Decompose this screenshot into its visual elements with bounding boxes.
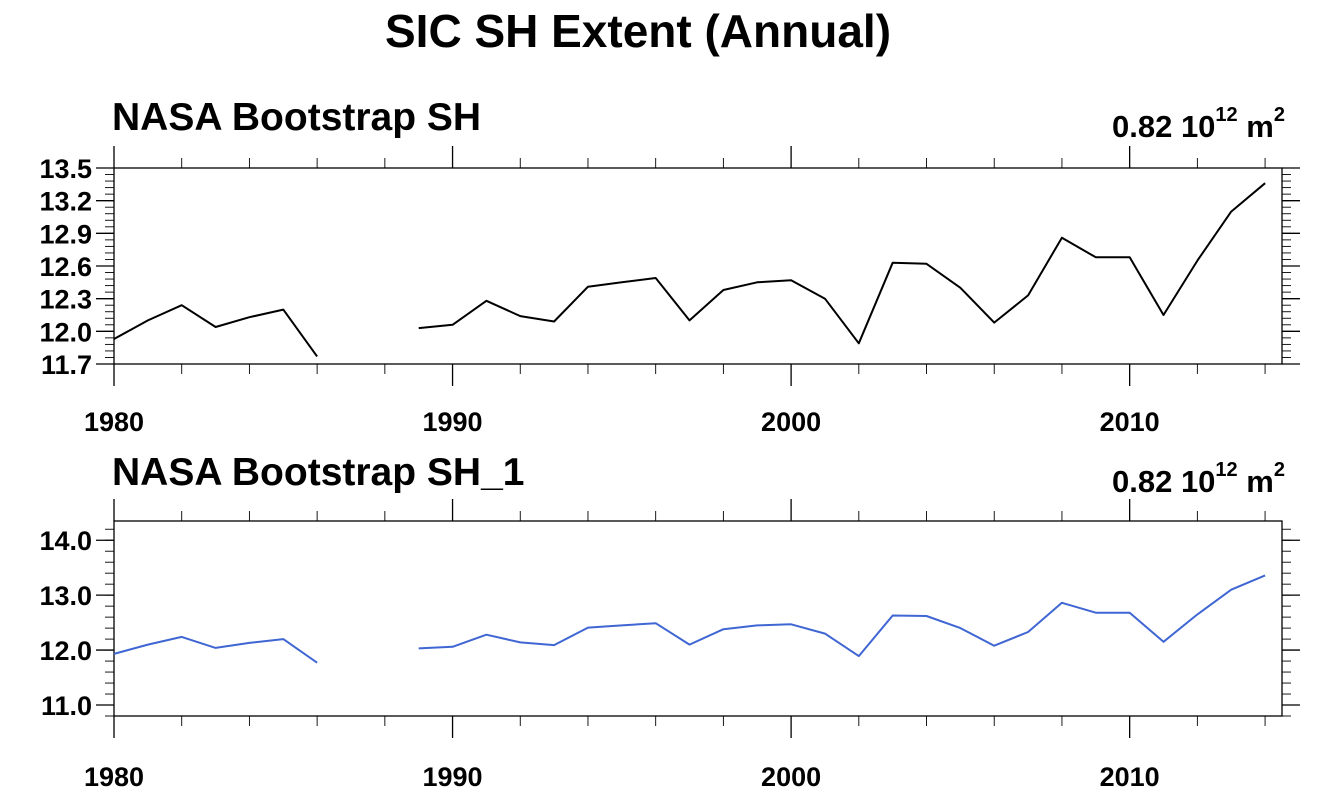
y-tick-label: 12.3 [39, 285, 92, 315]
panel-bottom: NASA Bootstrap SH_1 0.82 1012 m2 1980 199… [39, 451, 1300, 792]
units-base: 10 [1181, 464, 1215, 499]
units-unit: m [1246, 109, 1274, 144]
units-value: 0.82 [1112, 109, 1172, 144]
series-line [418, 182, 1266, 345]
units-unit: m [1246, 464, 1274, 499]
x-tick-label: 2010 [1100, 762, 1160, 792]
series-line [113, 635, 318, 664]
units-unit-exponent: 2 [1274, 104, 1285, 126]
y-tick-label: 13.5 [39, 154, 92, 184]
x-tick-label: 1990 [423, 407, 483, 437]
x-tick-label: 2000 [761, 762, 821, 792]
y-tick-label: 14.0 [39, 526, 92, 556]
panel-title: NASA Bootstrap SH_1 [112, 451, 524, 494]
units-unit-exponent: 2 [1274, 459, 1285, 481]
x-tick-label: 1990 [423, 762, 483, 792]
x-tick-label: 1980 [84, 407, 144, 437]
plot-frame [113, 167, 1283, 365]
units-exponent: 12 [1215, 104, 1237, 126]
y-tick-label: 12.0 [39, 636, 92, 666]
units-annotation: 0.82 1012 m2 [1112, 104, 1285, 144]
units-exponent: 12 [1215, 459, 1237, 481]
y-tick-label: 12.6 [39, 252, 92, 282]
x-tick-label: 2000 [761, 407, 821, 437]
y-tick-label: 11.7 [41, 350, 92, 380]
plot-frame [113, 520, 1283, 717]
x-tick-label: 1980 [84, 762, 144, 792]
series-line [418, 574, 1266, 658]
x-tick-label: 2010 [1100, 407, 1160, 437]
units-base: 10 [1181, 109, 1215, 144]
main-title: SIC SH Extent (Annual) [385, 5, 891, 57]
units-value: 0.82 [1112, 464, 1172, 499]
y-tick-label: 13.2 [39, 187, 92, 217]
units-annotation: 0.82 1012 m2 [1112, 459, 1285, 499]
y-tick-label: 11.0 [41, 691, 92, 721]
y-tick-label: 12.9 [39, 219, 92, 249]
y-tick-label: 12.0 [39, 317, 92, 347]
series-line [113, 304, 318, 357]
y-tick-label: 13.0 [39, 581, 92, 611]
panel-title: NASA Bootstrap SH [112, 96, 481, 139]
panel-top: NASA Bootstrap SH 0.82 1012 m2 1980 1990 2… [39, 96, 1300, 437]
